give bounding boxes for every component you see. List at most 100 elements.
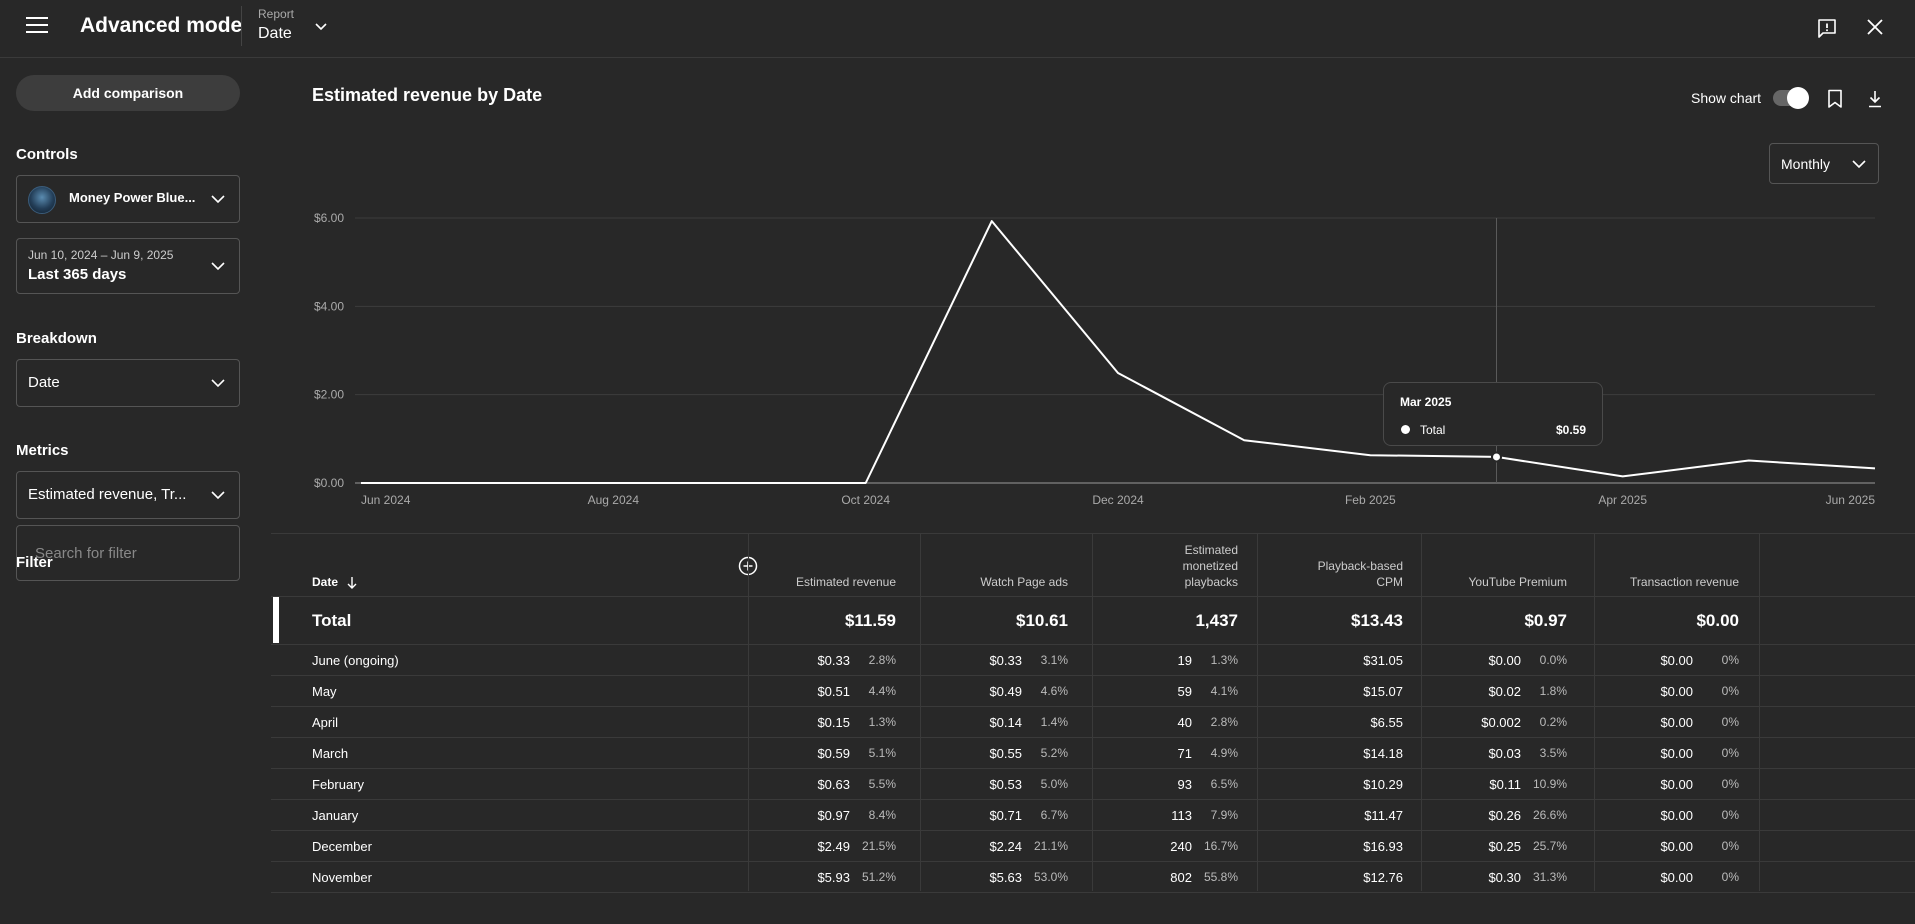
chevron-down-icon: [211, 491, 225, 500]
table-cell-value: $0.15: [817, 714, 850, 730]
table-row[interactable]: June (ongoing) $0.33 2.8% $0.33 3.1% 19 1.3% $0…: [271, 645, 1915, 676]
date-range-main: Last 365 days: [28, 266, 127, 283]
table-body: June (ongoing) $0.33 2.8% $0.33 3.1% 19 1.3% $0…: [271, 645, 1915, 893]
column-separator: [920, 533, 921, 891]
hover-point: [1491, 451, 1502, 463]
y-tick-label: $6.00: [314, 211, 344, 225]
table-cell-percent: 21.1%: [1033, 839, 1068, 853]
add-comparison-button[interactable]: Add comparison: [16, 75, 240, 111]
chevron-down-icon[interactable]: [313, 18, 329, 34]
breakdown-label: Breakdown: [16, 330, 97, 347]
x-tick-label: Oct 2024: [841, 493, 890, 507]
column-header[interactable]: Estimated revenue: [795, 575, 896, 589]
table-row[interactable]: January $0.97 8.4% $0.71 6.7% 113 7.9% $0.26 26.…: [271, 800, 1915, 831]
table-cell-percent: 4.6%: [1040, 684, 1068, 698]
column-header[interactable]: Transaction revenue: [1630, 575, 1739, 589]
table-cell-name: February: [312, 776, 365, 792]
metrics-label: Metrics: [16, 442, 69, 459]
table-cell-percent: 21.5%: [861, 839, 896, 853]
column-header[interactable]: Estimated monetized playbacks: [1182, 543, 1238, 589]
table-cell-value: $5.93: [817, 869, 850, 885]
show-chart-toggle[interactable]: [1773, 87, 1809, 109]
table-cell-value: $10.29: [1363, 776, 1403, 792]
bookmark-icon[interactable]: [1827, 89, 1843, 109]
table-cell-value: $0.55: [989, 745, 1022, 761]
column-header[interactable]: Playback-based CPM: [1317, 559, 1403, 589]
table-cell-value: $0.53: [989, 776, 1022, 792]
table-cell-percent: 6.7%: [1040, 808, 1068, 822]
table-cell-value: $12.76: [1363, 869, 1403, 885]
chevron-down-icon: [211, 195, 225, 204]
table-cell-percent: 0%: [1721, 839, 1739, 853]
filter-search-input[interactable]: [16, 525, 240, 581]
table-cell-value: $0.97: [817, 807, 850, 823]
table-cell-value: $11.59: [844, 610, 896, 630]
table-cell-value: $0.71: [989, 807, 1022, 823]
channel-name: Money Power Blue...: [69, 190, 196, 205]
granularity-select[interactable]: Monthly: [1769, 143, 1879, 184]
table-row[interactable]: March $0.59 5.1% $0.55 5.2% 71 4.9% $0.03 3.5% $0…: [271, 738, 1915, 769]
chevron-down-icon: [1852, 160, 1866, 169]
report-select[interactable]: Date: [258, 25, 292, 42]
download-icon[interactable]: [1867, 89, 1883, 109]
table-cell-value: 59: [1177, 683, 1192, 699]
arrow-down-icon[interactable]: [345, 576, 359, 590]
channel-select[interactable]: Money Power Blue...: [16, 175, 240, 223]
table-cell-value: $15.07: [1363, 683, 1403, 699]
granularity-value: Monthly: [1781, 156, 1831, 172]
table-cell-value: $10.61: [1016, 610, 1068, 630]
table-total-row: Total $11.59 $10.61 1,437 $13.43 $0.97 $0.00: [271, 597, 1915, 645]
chart-title: Estimated revenue by Date: [312, 85, 543, 105]
table-cell-percent: 53.0%: [1033, 870, 1068, 884]
hamburger-icon[interactable]: [26, 17, 48, 35]
table-cell-value: $2.49: [817, 838, 850, 854]
column-header-label: Date: [312, 575, 339, 589]
table-cell-percent: 31.3%: [1532, 870, 1567, 884]
series-line-total: [361, 220, 1876, 484]
table-cell-percent: 0%: [1721, 653, 1739, 667]
date-range-select[interactable]: Jun 10, 2024 – Jun 9, 2025 Last 365 days: [16, 238, 240, 294]
column-separator: [748, 533, 749, 891]
column-header[interactable]: YouTube Premium: [1468, 575, 1568, 589]
table-cell-value: 113: [1171, 807, 1192, 823]
table-row[interactable]: April $0.15 1.3% $0.14 1.4% 40 2.8% $0.002 0.2% $…: [271, 707, 1915, 738]
table-cell-value: 802: [1170, 869, 1192, 885]
metrics-value: Estimated revenue, Tr...: [28, 486, 187, 503]
table-cell-value: 93: [1177, 776, 1192, 792]
column-header[interactable]: Watch Page ads: [980, 575, 1068, 589]
table-cell-value: $0.26: [1488, 807, 1521, 823]
table-cell-value: $0.00: [1696, 610, 1739, 630]
feedback-icon[interactable]: [1816, 17, 1838, 39]
table-cell-name: Total: [312, 610, 352, 630]
table-cell-value: $6.55: [1370, 714, 1403, 730]
table-cell-percent: 7.9%: [1210, 808, 1238, 822]
table-row[interactable]: December $2.49 21.5% $2.24 21.1% 240 16.7% $0.2…: [271, 831, 1915, 862]
table-cell-name: January: [312, 807, 359, 823]
table-cell-value: $31.05: [1363, 652, 1403, 668]
table-cell-value: $13.43: [1351, 610, 1403, 630]
x-tick-label: Dec 2024: [1092, 493, 1144, 507]
table-cell-percent: 51.2%: [861, 870, 896, 884]
table-cell-percent: 0%: [1721, 715, 1739, 729]
table-cell-value: $0.11: [1489, 776, 1521, 792]
table-cell-value: $0.00: [1660, 869, 1693, 885]
table-cell-percent: 2.8%: [1210, 715, 1238, 729]
table-row[interactable]: February $0.63 5.5% $0.53 5.0% 93 6.5% $0.11 10.…: [271, 769, 1915, 800]
table-row[interactable]: November $5.93 51.2% $5.63 53.0% 802 55.8% $0.3…: [271, 862, 1915, 893]
top-bar: Advanced mode Report Date: [0, 0, 1915, 58]
table-cell-name: June (ongoing): [312, 652, 399, 668]
table-row[interactable]: May $0.51 4.4% $0.49 4.6% 59 4.1% $0.02 1.8% $0.0…: [271, 676, 1915, 707]
table-cell-percent: 3.5%: [1539, 746, 1567, 760]
controls-label: Controls: [16, 146, 78, 163]
table-cell-value: $0.00: [1660, 683, 1693, 699]
breakdown-select[interactable]: Date: [16, 359, 240, 407]
close-icon[interactable]: [1866, 18, 1884, 36]
table-cell-name: November: [312, 869, 372, 885]
column-header[interactable]: Date: [312, 534, 512, 597]
table-cell-value: $5.63: [989, 869, 1022, 885]
table-cell-value: $0.002: [1481, 714, 1521, 730]
metrics-select[interactable]: Estimated revenue, Tr...: [16, 471, 240, 519]
y-tick-label: $2.00: [314, 388, 344, 402]
table-cell-percent: 0%: [1721, 746, 1739, 760]
table-cell-percent: 10.9%: [1532, 777, 1567, 791]
